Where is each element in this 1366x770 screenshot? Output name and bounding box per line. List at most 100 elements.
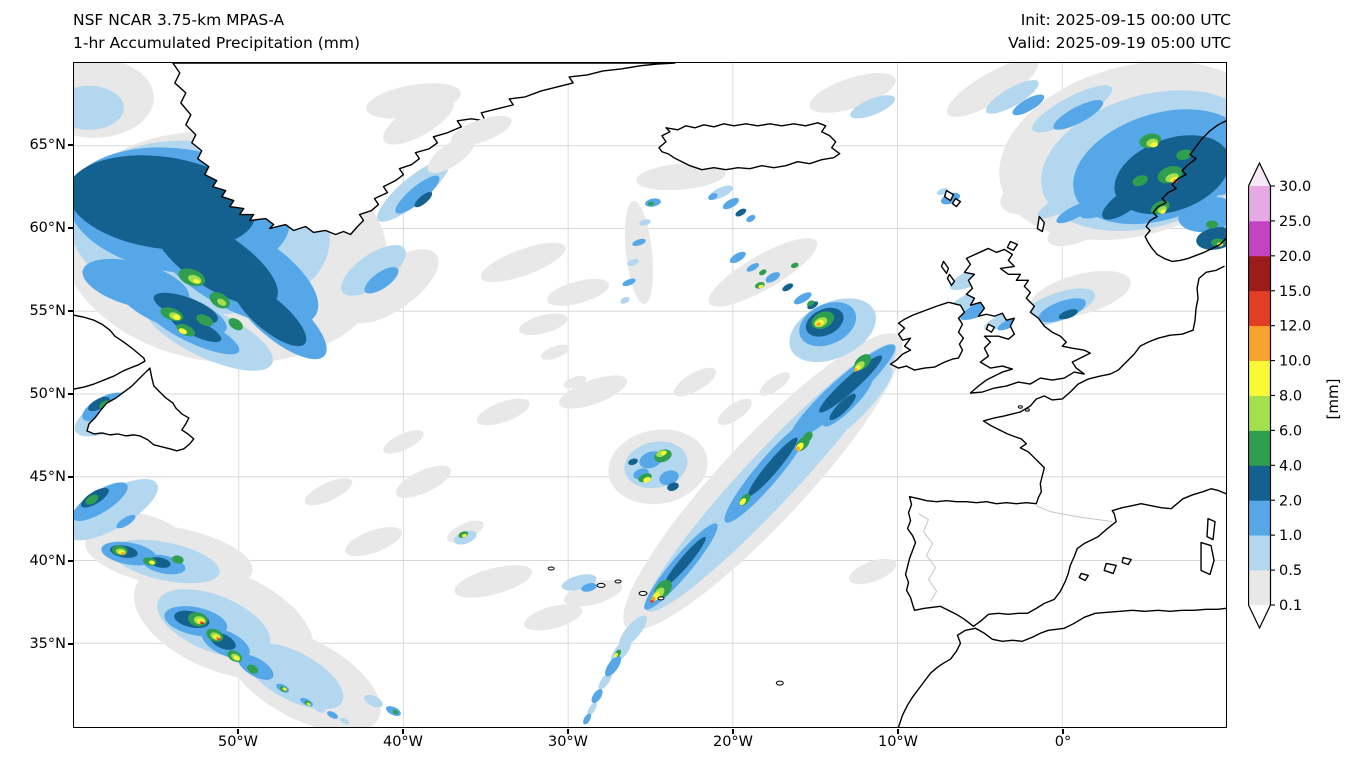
precip-cell bbox=[327, 711, 339, 719]
lat-tick-mark bbox=[67, 643, 73, 645]
precip-cell bbox=[344, 249, 439, 324]
precip-overland-layer bbox=[366, 83, 512, 174]
sardinia bbox=[1200, 541, 1215, 576]
lat-tick-label: 45°N bbox=[29, 469, 66, 485]
precip-cell bbox=[717, 398, 752, 426]
lon-tick-label: 50°W bbox=[217, 734, 259, 750]
precip-cell bbox=[1038, 298, 1086, 323]
precip-cell bbox=[664, 536, 706, 587]
precip-cell bbox=[807, 300, 815, 307]
precip-cell bbox=[1012, 94, 1045, 116]
precip-cell bbox=[650, 599, 654, 603]
coastlines bbox=[74, 63, 1226, 727]
precip-cell bbox=[1032, 85, 1113, 133]
precip-cell bbox=[809, 73, 896, 113]
precip-cell bbox=[1056, 201, 1093, 224]
precip-cell bbox=[383, 430, 424, 454]
colorbar-segment bbox=[1248, 570, 1271, 606]
precip-cell bbox=[759, 372, 791, 396]
precip-cell bbox=[392, 709, 399, 715]
precip-cell bbox=[148, 560, 155, 565]
lon-tick-mark bbox=[237, 728, 239, 734]
precip-cell bbox=[304, 478, 353, 506]
colorbar-tick-label: 20.0 bbox=[1279, 249, 1311, 265]
colorbar-segment bbox=[1248, 325, 1271, 361]
precip-cell bbox=[643, 477, 651, 483]
precip-cell bbox=[476, 398, 530, 426]
precip-cell bbox=[480, 242, 566, 282]
map-canvas bbox=[74, 63, 1226, 727]
precip-cell bbox=[765, 272, 780, 283]
lat-tick-label: 55°N bbox=[29, 303, 66, 319]
precip-cell bbox=[282, 687, 287, 691]
precip-cell bbox=[217, 298, 227, 306]
precip-cell bbox=[1150, 142, 1159, 148]
precip-cell bbox=[986, 80, 1039, 114]
lon-tick-label: 10°W bbox=[877, 734, 919, 750]
map-panel bbox=[73, 62, 1227, 728]
lat-tick-label: 65°N bbox=[29, 137, 66, 153]
precip-cell bbox=[74, 482, 128, 521]
coastline-morocco-atlantic bbox=[897, 627, 977, 727]
faroe-islands bbox=[943, 189, 962, 208]
precip-cell bbox=[605, 655, 622, 677]
precip-cell bbox=[747, 437, 798, 497]
precip-cell bbox=[622, 278, 636, 287]
coastline-great-britain bbox=[963, 247, 1091, 394]
colorbar-segment bbox=[1248, 360, 1271, 396]
precip-cell bbox=[628, 458, 638, 466]
precip-cell bbox=[559, 375, 628, 409]
lon-tick-label: 0° bbox=[1054, 734, 1072, 750]
precip-cell bbox=[564, 580, 623, 607]
precip-cell bbox=[88, 396, 110, 412]
precip-cell bbox=[598, 672, 612, 690]
colorbar-segment bbox=[1248, 186, 1271, 222]
precip-cell bbox=[217, 638, 221, 641]
colorbar-segment bbox=[1248, 255, 1271, 292]
precip-cell bbox=[1206, 220, 1219, 229]
country-borders bbox=[918, 505, 1113, 602]
precip-cell bbox=[1160, 209, 1166, 214]
map-title-block: NSF NCAR 3.75-km MPAS-A 1-hr Accumulated… bbox=[73, 9, 360, 55]
colorbar-tick-label: 4.0 bbox=[1279, 458, 1302, 474]
lat-tick-mark bbox=[67, 227, 73, 229]
lon-tick-mark bbox=[732, 728, 734, 734]
precip-cell bbox=[451, 115, 512, 146]
lon-tick-mark bbox=[402, 728, 404, 734]
precip-cell bbox=[581, 583, 597, 592]
precip-cell bbox=[583, 713, 592, 725]
colorbar-tick-label: 1.0 bbox=[1279, 528, 1302, 544]
colorbar-tick-label: 8.0 bbox=[1279, 389, 1302, 405]
precip-cell bbox=[120, 552, 125, 555]
colorbar-segment bbox=[1248, 290, 1271, 327]
precip-cell bbox=[74, 85, 124, 130]
precip-cell bbox=[591, 689, 603, 704]
precip-cell bbox=[178, 328, 188, 335]
precip-cell bbox=[673, 367, 717, 397]
precip-cell bbox=[454, 565, 532, 598]
precip-cell bbox=[193, 279, 201, 284]
precip-cell bbox=[759, 269, 767, 276]
precip-cell bbox=[795, 446, 800, 452]
precip-cell bbox=[1058, 309, 1078, 320]
coastline-newfoundland bbox=[86, 367, 195, 452]
madeira-island bbox=[775, 680, 784, 686]
colorbar-tick-label: 0.1 bbox=[1279, 598, 1302, 614]
precip-cell bbox=[247, 664, 259, 674]
azores-island bbox=[614, 579, 622, 584]
channel-island bbox=[1024, 408, 1030, 412]
precip-cell bbox=[848, 558, 897, 585]
azores-island bbox=[547, 566, 555, 571]
precip-cell bbox=[1102, 185, 1147, 220]
precip-cell bbox=[414, 191, 433, 208]
precip-cell bbox=[228, 318, 243, 331]
precip-cell bbox=[461, 533, 467, 538]
shetland-islands bbox=[1036, 215, 1046, 233]
lon-tick-mark bbox=[1062, 728, 1064, 734]
colorbar-canvas: 30.0 25.0 20.0 15.0 12.0 10.0 8.0 6.0 4.0 2.0 1.0 0… bbox=[1247, 161, 1311, 630]
precip-cell bbox=[85, 494, 99, 505]
precip-cell bbox=[620, 296, 630, 304]
coastline-labrador bbox=[74, 314, 146, 390]
azores-island bbox=[596, 582, 606, 588]
